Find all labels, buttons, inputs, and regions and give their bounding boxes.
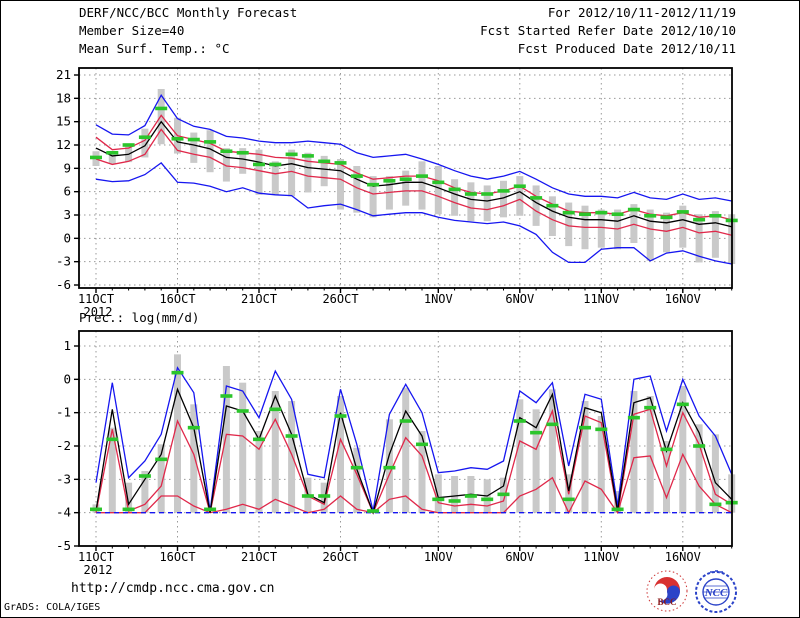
svg-text:16NOV: 16NOV	[665, 292, 701, 306]
forecast-range-label: For 2012/10/11-2012/11/19	[547, 5, 736, 20]
svg-text:9: 9	[63, 160, 71, 175]
svg-text:21OCT: 21OCT	[241, 550, 277, 564]
svg-text:-3: -3	[56, 254, 71, 269]
member-size-label: Member Size=40	[79, 23, 185, 38]
svg-text:26OCT: 26OCT	[322, 292, 358, 306]
svg-text:6NOV: 6NOV	[505, 292, 534, 306]
svg-text:-2: -2	[56, 438, 71, 453]
svg-text:16OCT: 16OCT	[159, 292, 195, 306]
svg-text:12: 12	[56, 137, 71, 152]
temp-chart-title: Mean Surf. Temp.: °C	[79, 41, 230, 56]
svg-text:-4: -4	[56, 505, 71, 520]
svg-text:11OCT: 11OCT	[78, 550, 114, 564]
svg-text:18: 18	[56, 90, 71, 105]
svg-text:16OCT: 16OCT	[159, 550, 195, 564]
svg-text:2012: 2012	[84, 563, 113, 577]
svg-text:2012: 2012	[84, 305, 113, 319]
bcc-logo: BCC	[646, 570, 688, 612]
svg-text:6NOV: 6NOV	[505, 550, 534, 564]
svg-text:3: 3	[63, 207, 71, 222]
svg-text:1: 1	[63, 338, 71, 353]
svg-text:1NOV: 1NOV	[424, 292, 453, 306]
svg-text:-5: -5	[56, 538, 71, 553]
cmdp-url: http://cmdp.ncc.cma.gov.cn	[71, 581, 275, 596]
svg-text:1NOV: 1NOV	[424, 550, 453, 564]
fcst-produced-label: Fcst Produced Date 2012/10/11	[517, 41, 736, 56]
precip-chart: 1 0 -1 -2 -3 -4 -5 11OCT 16OCT 21OCT 26OCT 1NOV 6NOV…	[56, 330, 738, 577]
svg-text:11OCT: 11OCT	[78, 292, 114, 306]
svg-text:-1: -1	[56, 405, 71, 420]
ncc-logo-text: NCC	[704, 587, 728, 599]
svg-text:15: 15	[56, 114, 71, 129]
grads-credit: GrADS: COLA/IGES	[4, 602, 101, 613]
svg-text:6: 6	[63, 184, 71, 199]
svg-text:0: 0	[63, 371, 71, 386]
svg-text:11NOV: 11NOV	[583, 292, 619, 306]
fcst-started-label: Fcst Started Refer Date 2012/10/10	[480, 23, 736, 38]
ncc-logo: NCC	[695, 570, 737, 613]
svg-text:-6: -6	[56, 277, 71, 292]
svg-text:0: 0	[63, 230, 71, 245]
svg-text:16NOV: 16NOV	[665, 550, 701, 564]
temp-chart: 21 18 15 12 9 6 3 0 -3 -6 11OCT 16OCT 21OCT 26OCT 1NOV…	[56, 67, 738, 319]
svg-text:21OCT: 21OCT	[241, 292, 277, 306]
svg-text:11NOV: 11NOV	[583, 550, 619, 564]
page-title: DERF/NCC/BCC Monthly Forecast	[79, 5, 298, 20]
bcc-logo-text: BCC	[657, 597, 676, 607]
precip-chart-title: Prec.: log(mm/d)	[79, 310, 200, 325]
svg-text:21: 21	[56, 67, 71, 82]
svg-text:26OCT: 26OCT	[322, 550, 358, 564]
svg-text:-3: -3	[56, 471, 71, 486]
